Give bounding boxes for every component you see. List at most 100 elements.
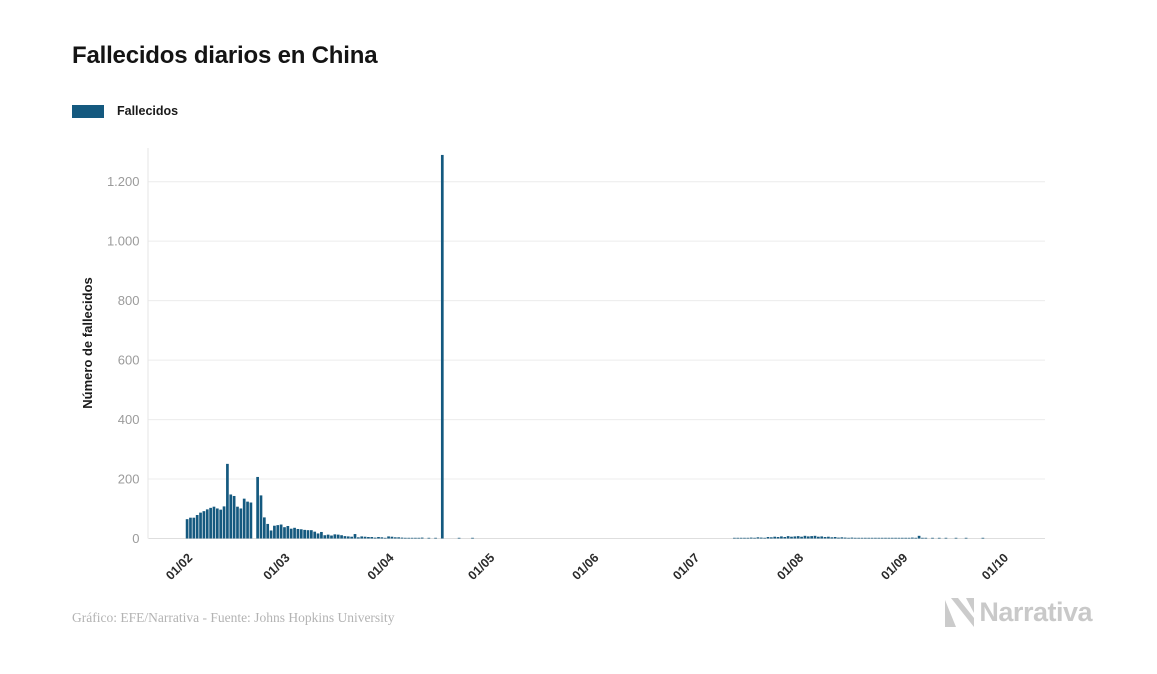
bar[interactable]	[786, 536, 790, 539]
bar[interactable]	[981, 537, 985, 539]
bar[interactable]	[299, 529, 303, 539]
bar[interactable]	[964, 537, 968, 539]
bar[interactable]	[185, 519, 189, 539]
bar[interactable]	[289, 528, 293, 539]
bar[interactable]	[303, 529, 306, 539]
bar[interactable]	[330, 535, 333, 539]
bar[interactable]	[793, 536, 797, 539]
bar[interactable]	[346, 536, 350, 539]
bar[interactable]	[199, 512, 202, 539]
bar[interactable]	[806, 536, 810, 539]
bar[interactable]	[796, 536, 800, 539]
bar[interactable]	[440, 154, 444, 539]
bar[interactable]	[743, 537, 746, 539]
bar[interactable]	[853, 537, 857, 539]
bar[interactable]	[840, 537, 844, 539]
bar[interactable]	[393, 537, 397, 539]
bar[interactable]	[894, 537, 897, 539]
bar[interactable]	[817, 536, 820, 539]
bar[interactable]	[954, 537, 958, 539]
bar[interactable]	[273, 525, 276, 539]
bar[interactable]	[333, 534, 337, 539]
bar[interactable]	[215, 508, 219, 539]
bar[interactable]	[843, 537, 847, 539]
bar[interactable]	[404, 537, 407, 539]
bar[interactable]	[471, 537, 474, 539]
bar[interactable]	[874, 537, 877, 539]
bar[interactable]	[776, 537, 780, 539]
bar[interactable]	[407, 537, 411, 539]
bar[interactable]	[790, 536, 793, 539]
bar[interactable]	[763, 537, 766, 539]
bar[interactable]	[914, 537, 918, 539]
bar[interactable]	[759, 537, 763, 539]
bar[interactable]	[803, 535, 807, 539]
bar[interactable]	[753, 537, 756, 539]
bar[interactable]	[249, 502, 253, 539]
bar[interactable]	[904, 537, 908, 539]
bar[interactable]	[397, 537, 400, 539]
bar[interactable]	[420, 537, 424, 539]
bar[interactable]	[900, 537, 904, 539]
bar[interactable]	[756, 537, 760, 539]
bar[interactable]	[410, 537, 414, 539]
bar[interactable]	[286, 526, 290, 539]
bar[interactable]	[850, 537, 854, 539]
bar[interactable]	[880, 537, 884, 539]
bar[interactable]	[195, 515, 199, 539]
bar[interactable]	[262, 517, 266, 539]
bar[interactable]	[370, 537, 374, 539]
bar[interactable]	[293, 527, 296, 539]
bar[interactable]	[749, 537, 753, 539]
bar[interactable]	[417, 537, 421, 539]
bar[interactable]	[780, 536, 783, 539]
bar[interactable]	[931, 537, 934, 539]
bar[interactable]	[209, 507, 212, 539]
bar[interactable]	[313, 531, 317, 539]
bar[interactable]	[414, 537, 417, 539]
bar[interactable]	[236, 506, 239, 539]
bar[interactable]	[360, 536, 364, 539]
bar[interactable]	[239, 508, 243, 539]
bar[interactable]	[212, 506, 216, 539]
bar[interactable]	[823, 537, 827, 539]
bar[interactable]	[890, 537, 894, 539]
bar[interactable]	[222, 506, 226, 539]
bar[interactable]	[884, 537, 887, 539]
bar[interactable]	[340, 535, 343, 539]
bar[interactable]	[390, 536, 394, 539]
legend[interactable]: Fallecidos	[72, 104, 178, 118]
bar[interactable]	[736, 537, 740, 539]
bar[interactable]	[739, 537, 743, 539]
bar[interactable]	[353, 534, 357, 539]
bar[interactable]	[377, 537, 380, 539]
bar[interactable]	[246, 501, 249, 539]
bar[interactable]	[229, 494, 233, 539]
bar[interactable]	[323, 535, 327, 539]
bar[interactable]	[279, 524, 283, 539]
bar[interactable]	[813, 535, 817, 539]
bar[interactable]	[320, 531, 323, 539]
bar[interactable]	[259, 495, 263, 539]
bar[interactable]	[847, 537, 850, 539]
bar[interactable]	[944, 537, 948, 539]
bar[interactable]	[877, 537, 881, 539]
bar[interactable]	[810, 536, 813, 539]
bar[interactable]	[219, 509, 223, 539]
bar[interactable]	[783, 537, 787, 539]
bar[interactable]	[830, 537, 834, 539]
bar[interactable]	[316, 533, 320, 539]
bar[interactable]	[827, 536, 830, 539]
bar[interactable]	[383, 537, 387, 539]
bar[interactable]	[924, 537, 928, 539]
bar[interactable]	[296, 528, 300, 539]
bar[interactable]	[897, 537, 901, 539]
bar[interactable]	[343, 536, 347, 539]
bar[interactable]	[857, 537, 860, 539]
bar[interactable]	[202, 511, 206, 539]
bar[interactable]	[306, 530, 310, 539]
bar[interactable]	[766, 537, 770, 539]
bar[interactable]	[226, 463, 229, 539]
bar[interactable]	[800, 536, 803, 539]
bar[interactable]	[911, 537, 914, 539]
